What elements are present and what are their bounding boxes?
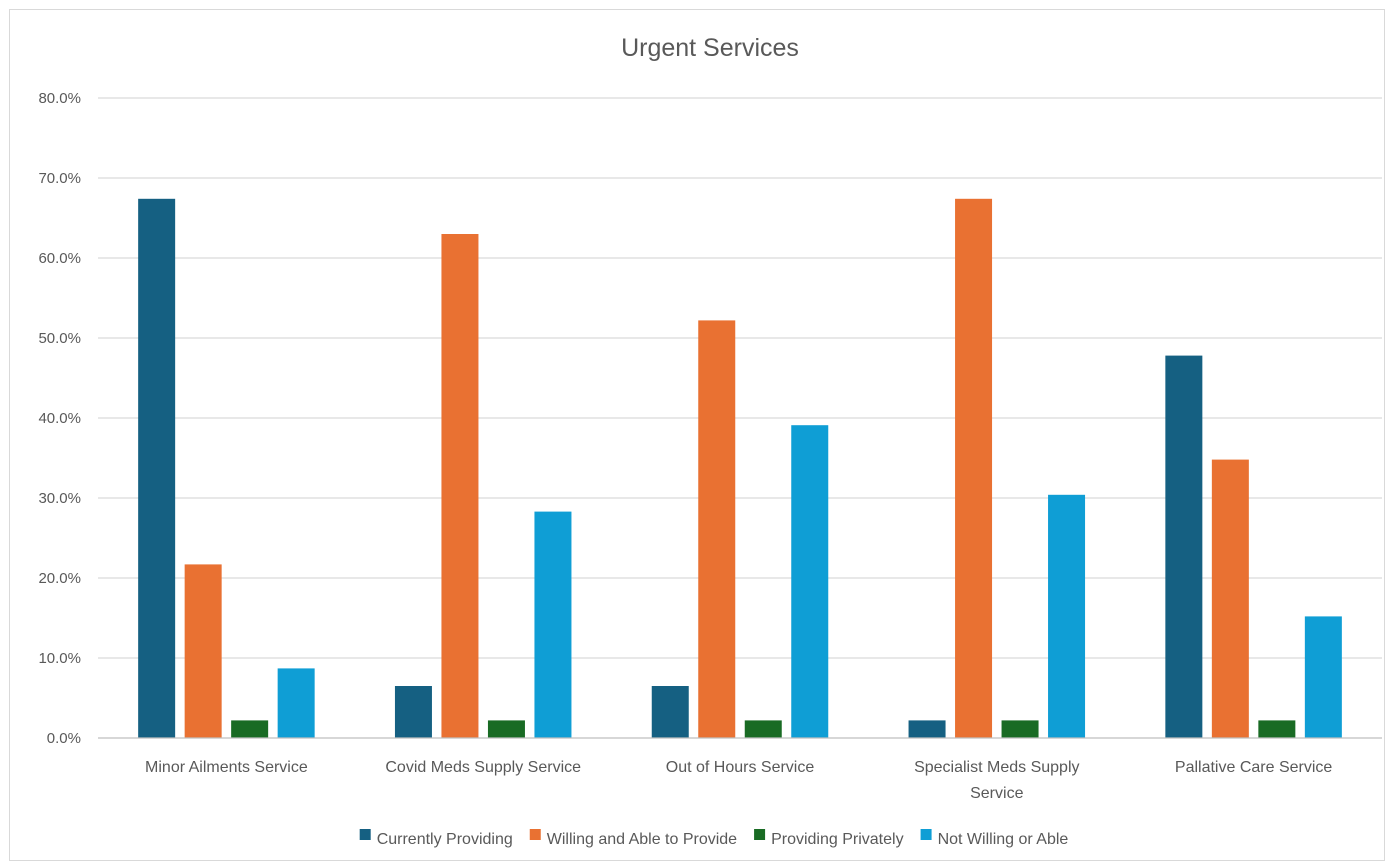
bar [138, 198, 176, 739]
bar [1165, 355, 1203, 738]
bar [1304, 616, 1342, 738]
chart-frame [9, 9, 1385, 861]
bar [487, 720, 525, 738]
bar [791, 425, 829, 738]
y-tick-label: 70.0% [38, 170, 81, 187]
bar [1048, 494, 1086, 738]
y-tick-label: 30.0% [38, 490, 81, 507]
legend-label: Willing and Able to Provide [547, 831, 737, 848]
legend-item: Currently Providing [359, 829, 513, 848]
bar [1001, 720, 1039, 738]
bar [534, 511, 572, 738]
legend: Currently Providing Willing and Able to P… [359, 829, 1069, 848]
x-tick-label: Covid Meds Supply Service [385, 759, 581, 776]
legend-label: Providing Privately [771, 831, 904, 848]
bar [277, 668, 315, 738]
bar [231, 720, 269, 738]
x-tick-label: Specialist Meds Supply Service [914, 759, 1079, 802]
bars [138, 198, 1342, 739]
legend-swatch [754, 829, 766, 840]
bar [1211, 459, 1249, 738]
chart-title: Urgent Services [621, 34, 799, 62]
y-tick-label: 10.0% [38, 650, 81, 667]
legend-swatch [529, 829, 541, 840]
legend-item: Willing and Able to Provide [529, 829, 737, 848]
legend-label: Not Willing or Able [938, 831, 1069, 848]
x-axis-labels: Minor Ailments Service Covid Meds Supply … [145, 759, 1332, 802]
bar [744, 720, 782, 738]
bar [394, 686, 432, 738]
legend-label: Currently Providing [377, 831, 513, 848]
y-tick-label: 40.0% [38, 410, 81, 427]
y-tick-label: 50.0% [38, 330, 81, 347]
y-axis-ticks: 0.0% 10.0% 20.0% 30.0% 40.0% 50.0% 60.0% 70.0% 8… [38, 90, 81, 747]
bar [1258, 720, 1296, 738]
legend-item: Providing Privately [754, 829, 904, 848]
legend-swatch [359, 829, 371, 840]
bar [441, 234, 479, 738]
y-tick-label: 60.0% [38, 250, 81, 267]
bar [651, 686, 689, 738]
bar [955, 198, 993, 739]
y-tick-label: 20.0% [38, 570, 81, 587]
legend-item: Not Willing or Able [920, 829, 1069, 848]
legend-swatch [920, 829, 932, 840]
bar [698, 320, 736, 738]
y-tick-label: 0.0% [47, 730, 81, 747]
bar [184, 564, 222, 738]
x-tick-label: Pallative Care Service [1175, 759, 1333, 776]
bar [908, 720, 946, 738]
x-tick-label: Out of Hours Service [666, 759, 815, 776]
x-tick-label: Minor Ailments Service [145, 759, 308, 776]
y-tick-label: 80.0% [38, 90, 81, 107]
